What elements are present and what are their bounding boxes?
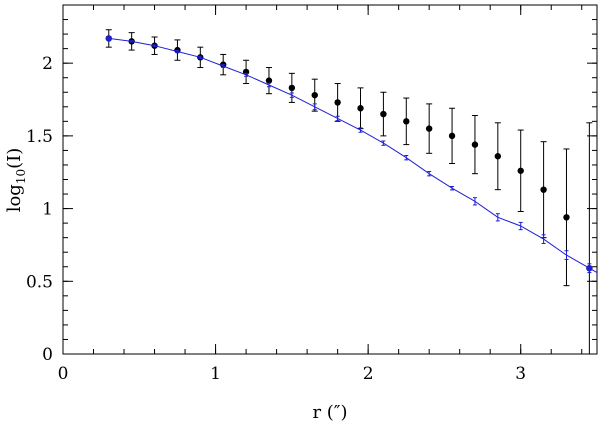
y-tick-label: 0.5 <box>26 272 53 292</box>
x-tick-label: 2 <box>363 364 374 384</box>
plot-frame <box>62 4 598 355</box>
series-1 <box>105 35 598 274</box>
data-point <box>288 84 296 92</box>
data-point <box>380 110 387 118</box>
series-layer <box>105 29 598 355</box>
data-point <box>334 99 341 106</box>
y-tick-label: 1 <box>42 200 53 220</box>
data-point <box>517 167 524 174</box>
series-0 <box>105 29 593 355</box>
data-point <box>471 141 479 148</box>
y-axis-label-sub: 10 <box>14 169 28 184</box>
x-tick-label: 0 <box>58 364 69 384</box>
tick-labels: 0 1 2 3 0 0.5 1 1.5 2 <box>26 54 526 384</box>
series-end-point <box>586 265 593 272</box>
data-point <box>494 153 502 160</box>
data-point <box>403 118 410 125</box>
y-axis-label-prefix: log <box>4 184 25 212</box>
data-point <box>448 132 456 140</box>
x-axis-label: r (″) <box>312 402 347 423</box>
y-tick-label: 1.5 <box>26 127 53 147</box>
y-tick-label: 0 <box>42 345 53 365</box>
x-tick-label: 1 <box>210 364 221 384</box>
series-line <box>108 37 598 274</box>
data-point <box>357 105 364 112</box>
y-axis-label-suffix: (I) <box>4 148 25 169</box>
y-axis-label: log10(I) <box>4 148 28 213</box>
data-point <box>311 91 318 99</box>
y-tick-label: 2 <box>42 54 53 74</box>
data-point <box>563 214 570 221</box>
data-point <box>265 77 273 84</box>
series-end-point <box>105 35 112 42</box>
x-tick-label: 3 <box>515 364 526 384</box>
axis-ticks <box>62 4 597 355</box>
data-point <box>425 125 433 132</box>
data-point <box>540 186 547 193</box>
